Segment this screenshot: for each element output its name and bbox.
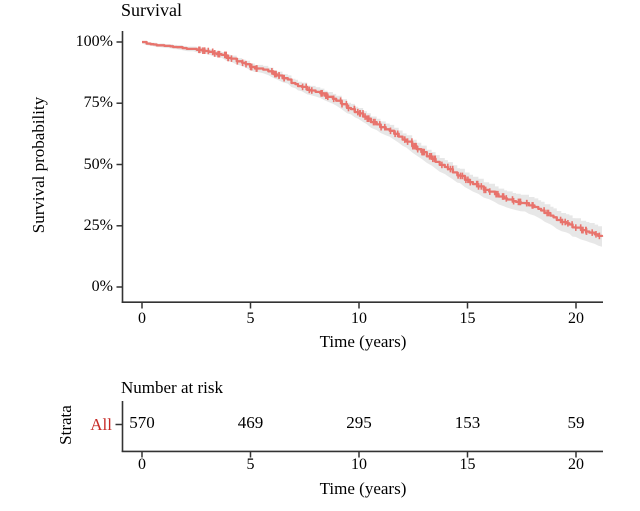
x-tick-label-5: 5 (246, 310, 255, 327)
plot-title: Survival (121, 0, 182, 20)
risk-value-t0: 570 (129, 413, 155, 432)
x-tick-label-0: 0 (138, 310, 146, 327)
risk-x-tick-label-0: 0 (138, 456, 146, 473)
x-tick-label-10: 10 (351, 310, 367, 327)
y-axis-ticks (116, 41, 122, 288)
risk-x-tick-label-15: 15 (459, 456, 476, 473)
y-tick-label-75: 75% (83, 94, 113, 111)
risk-x-axis-ticks (141, 452, 577, 458)
strata-row-label-all: All (90, 415, 112, 434)
risk-x-tick-label-20: 20 (568, 456, 584, 473)
risk-value-t20: 59 (567, 413, 585, 432)
x-tick-label-20: 20 (568, 310, 584, 327)
risk-x-tick-label-10: 10 (351, 456, 367, 473)
risk-x-axis-title: Time (years) (319, 479, 407, 498)
x-tick-label-15: 15 (459, 310, 476, 327)
risk-table-title: Number at risk (121, 378, 223, 397)
risk-value-t15: 153 (454, 413, 481, 432)
y-tick-label-25: 25% (83, 217, 113, 234)
risk-x-tick-label-5: 5 (246, 456, 255, 473)
y-tick-label-100: 100% (75, 33, 113, 50)
risk-value-t10: 295 (346, 413, 372, 432)
km-curve (142, 40, 604, 238)
y-tick-label-0: 0% (91, 278, 113, 295)
risk-value-t5: 469 (237, 413, 264, 432)
confidence-band (142, 42, 602, 247)
censor-marks (198, 46, 601, 240)
x-axis-ticks (141, 303, 577, 309)
y-tick-label-50: 50% (83, 156, 113, 173)
x-axis-title: Time (years) (319, 332, 407, 351)
y-axis-title: Survival probability (29, 96, 48, 234)
